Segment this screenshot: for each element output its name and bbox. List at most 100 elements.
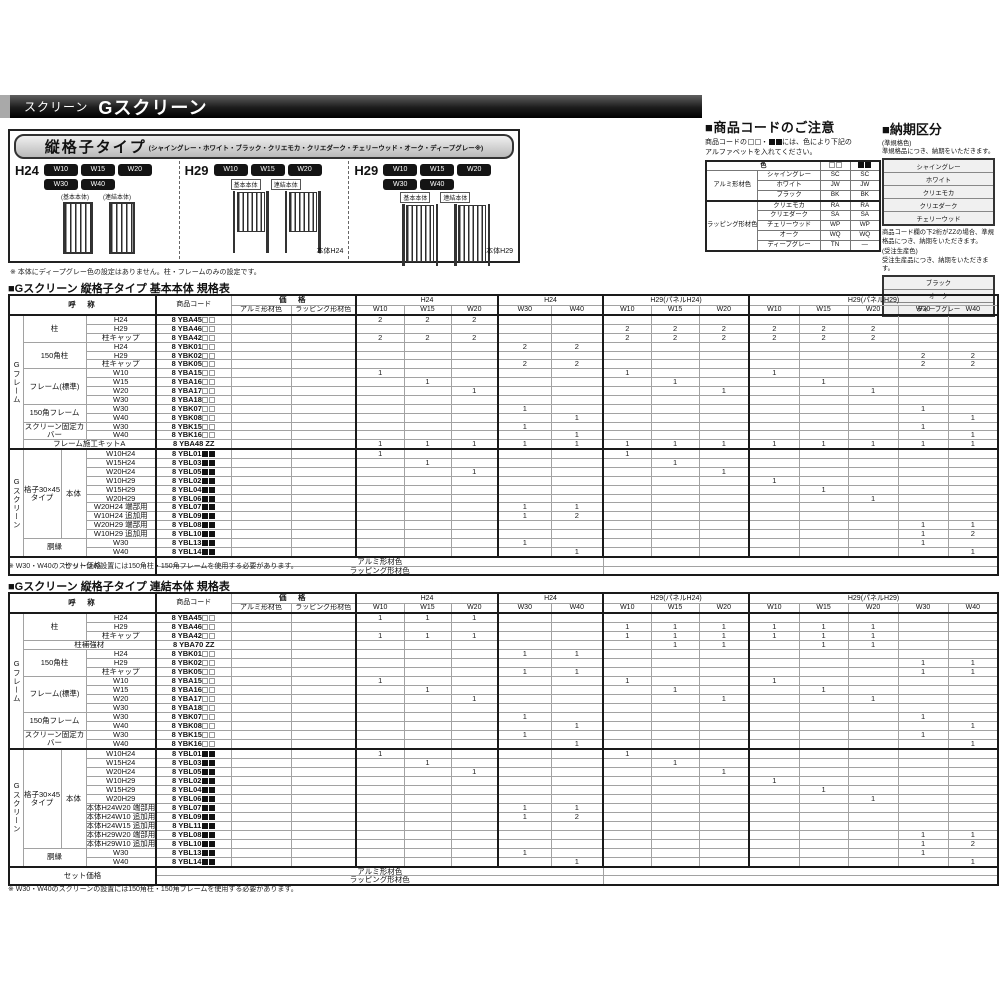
open-square-icon [209, 423, 216, 430]
qty-cell [698, 546, 751, 558]
height-label: H29 [354, 163, 379, 178]
qty-cell: 1 [497, 666, 552, 677]
qty-cell [355, 729, 405, 740]
qty-cell: 2 [698, 323, 751, 334]
qty-cell [798, 738, 849, 750]
spec-row: W15 8 YBA16 1 1 1 [9, 684, 1000, 695]
size-tag: W15 [250, 164, 285, 176]
qty-cell [748, 403, 800, 414]
qty-cell: 1 [550, 430, 605, 441]
qty-cell [450, 520, 500, 530]
width-column-header: W10 [355, 602, 405, 614]
spec-row: Gフレーム柱 H24 8 YBA45 2 2 2 [8, 313, 1000, 450]
spec-row: W30 8 YBA18 [9, 702, 1000, 713]
qty-cell [748, 747, 800, 759]
qty-cell: 2 [602, 323, 652, 334]
spec-row: W15 8 YBA16 1 1 1 [9, 377, 1000, 387]
qty-cell [650, 648, 700, 659]
qty-cell [602, 847, 652, 858]
qty-cell [698, 829, 751, 840]
product-code: 8 YBL03 [155, 757, 232, 768]
product-code: 8 YBL13 [155, 537, 232, 548]
joint-spec-table-mount: 呼 称商品コード価 格 H24 H24 H29(パネルH24) H29(パネルH29) ア… [8, 592, 1000, 887]
qty-cell [847, 802, 899, 813]
qty-cell [847, 430, 899, 441]
spec-header-row: 呼 称商品コード価 格 H24 H24 H29(パネルH24) H29(パネルH29) [8, 592, 1000, 614]
row-name: W30 [85, 394, 157, 405]
qty-cell [403, 511, 452, 522]
qty-cell [947, 502, 1000, 513]
qty-cell [550, 684, 605, 695]
qty-cell: 1 [698, 693, 751, 704]
product-code: 8 YBL10 [155, 838, 232, 849]
price-cell [290, 546, 357, 558]
qty-cell [897, 820, 949, 831]
qty-cell [798, 757, 849, 768]
price-cell [230, 747, 292, 759]
qty-cell: 1 [602, 630, 652, 641]
spec-row: W15H24 8 YBL03 1 1 [9, 458, 1000, 468]
qty-cell [355, 829, 405, 840]
qty-cell [748, 529, 800, 539]
qty-cell [650, 448, 700, 460]
code-column-header: 商品コード [155, 592, 232, 614]
qty-cell [798, 820, 849, 831]
open-square-icon [202, 343, 209, 350]
qty-cell: 2 [897, 359, 949, 370]
qty-cell [698, 856, 751, 868]
qty-cell [847, 466, 899, 477]
qty-cell [798, 511, 849, 522]
qty-cell [497, 738, 552, 750]
qty-cell [650, 359, 700, 370]
qty-cell [947, 820, 1000, 831]
qty-cell [897, 621, 949, 632]
filled-square-icon [208, 531, 215, 537]
spec-row: W10H29 追加用 8 YBL10 1 2 [9, 529, 1000, 539]
price-cell [290, 757, 357, 768]
qty-cell: 1 [450, 386, 500, 396]
row-name: W10 [85, 675, 157, 686]
filled-square-icon [201, 468, 208, 475]
qty-cell [748, 829, 800, 840]
spec-row: 本体H29W20 端部用 8 YBL08 1 1 [9, 829, 1000, 840]
price-cell [230, 377, 292, 387]
qty-cell [897, 793, 949, 804]
product-code: 8 YBA46 [155, 621, 232, 632]
spec-row: 胴縁 W30 8 YBL13 1 1 [9, 537, 1000, 558]
qty-cell [798, 829, 849, 840]
price-cell [290, 323, 357, 334]
semi-standard-color-list: シャイングレー ホワイト クリエモカ クリエダーク チェリーウッド [882, 158, 995, 227]
filled-square-icon [208, 858, 215, 865]
qty-cell [602, 856, 652, 868]
qty-cell [450, 359, 500, 370]
qty-cell [550, 639, 605, 650]
spec-row: W20H24 端部用 8 YBL07 1 1 [9, 502, 1000, 513]
qty-cell [450, 829, 500, 840]
qty-cell [847, 475, 899, 486]
qty-cell [798, 412, 849, 423]
open-square-icon [747, 139, 754, 145]
qty-cell: 1 [650, 639, 700, 650]
qty-cell: 1 [947, 829, 1000, 840]
row-category: 150角フレーム [22, 403, 87, 423]
qty-cell: 1 [650, 621, 700, 632]
qty-cell [798, 802, 849, 813]
row-name: W30 [85, 421, 157, 432]
qty-cell [403, 820, 452, 831]
qty-cell: 1 [602, 368, 652, 379]
spec-row: W10H24 追加用 8 YBL09 1 2 [9, 511, 1000, 522]
filled-square-icon [201, 495, 208, 502]
qty-cell [403, 775, 452, 786]
qty-cell [847, 529, 899, 539]
qty-cell [403, 675, 452, 686]
qty-cell [748, 377, 800, 387]
qty-cell [602, 386, 652, 396]
qty-cell: 1 [698, 466, 751, 477]
qty-cell: 2 [450, 313, 500, 325]
spec-row: H29 8 YBA46 1 1 1 1 1 1 [9, 621, 1000, 632]
spec-row: 柱キャップ 8 YBK05 2 2 2 2 [9, 359, 1000, 370]
qty-cell: 1 [650, 439, 700, 450]
price-cell [290, 693, 357, 704]
product-code: 8 YBL08 [155, 520, 232, 530]
qty-cell [897, 775, 949, 786]
